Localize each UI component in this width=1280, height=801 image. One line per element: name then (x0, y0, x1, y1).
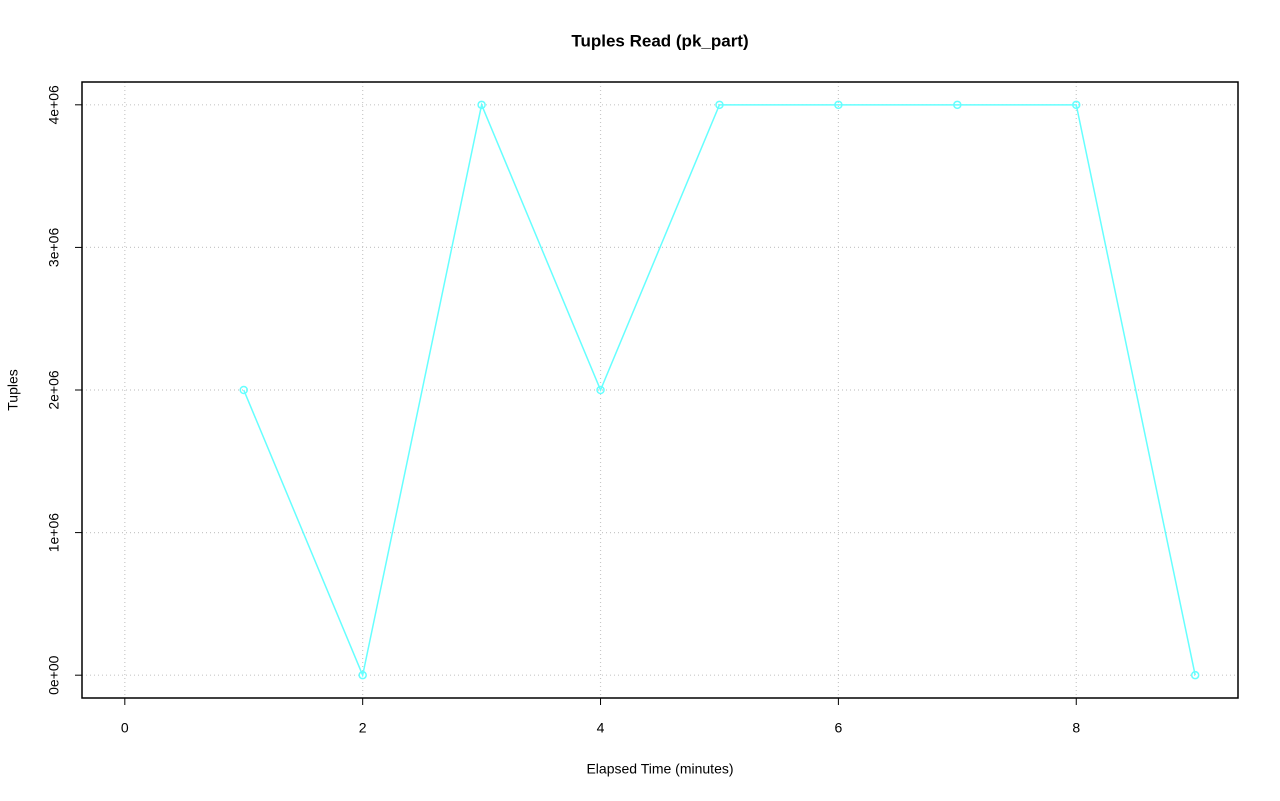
chart-title: Tuples Read (pk_part) (571, 31, 748, 50)
x-tick-label: 4 (597, 720, 605, 736)
data-point (1190, 670, 1200, 680)
plot-frame (81, 81, 1239, 699)
data-point (358, 670, 367, 680)
x-axis-label: Elapsed Time (minutes) (586, 761, 733, 777)
data-point (239, 385, 248, 395)
data-point (596, 385, 605, 395)
y-tick-label: 0e+00 (46, 655, 62, 695)
data-point (1072, 100, 1081, 110)
x-tick-label: 2 (359, 720, 367, 736)
x-tick-label: 6 (834, 720, 842, 736)
y-tick-label: 4e+06 (46, 85, 62, 125)
y-axis-label: Tuples (5, 369, 21, 411)
y-tick-label: 2e+06 (46, 370, 62, 410)
data-point (477, 100, 486, 110)
data-point (834, 100, 843, 110)
series-line (243, 102, 1196, 678)
data-point (953, 100, 962, 110)
data-point (715, 100, 724, 110)
y-tick-label: 3e+06 (46, 228, 62, 268)
y-tick-label: 1e+06 (46, 513, 62, 553)
x-tick-label: 0 (121, 720, 129, 736)
x-tick-label: 8 (1072, 720, 1080, 736)
